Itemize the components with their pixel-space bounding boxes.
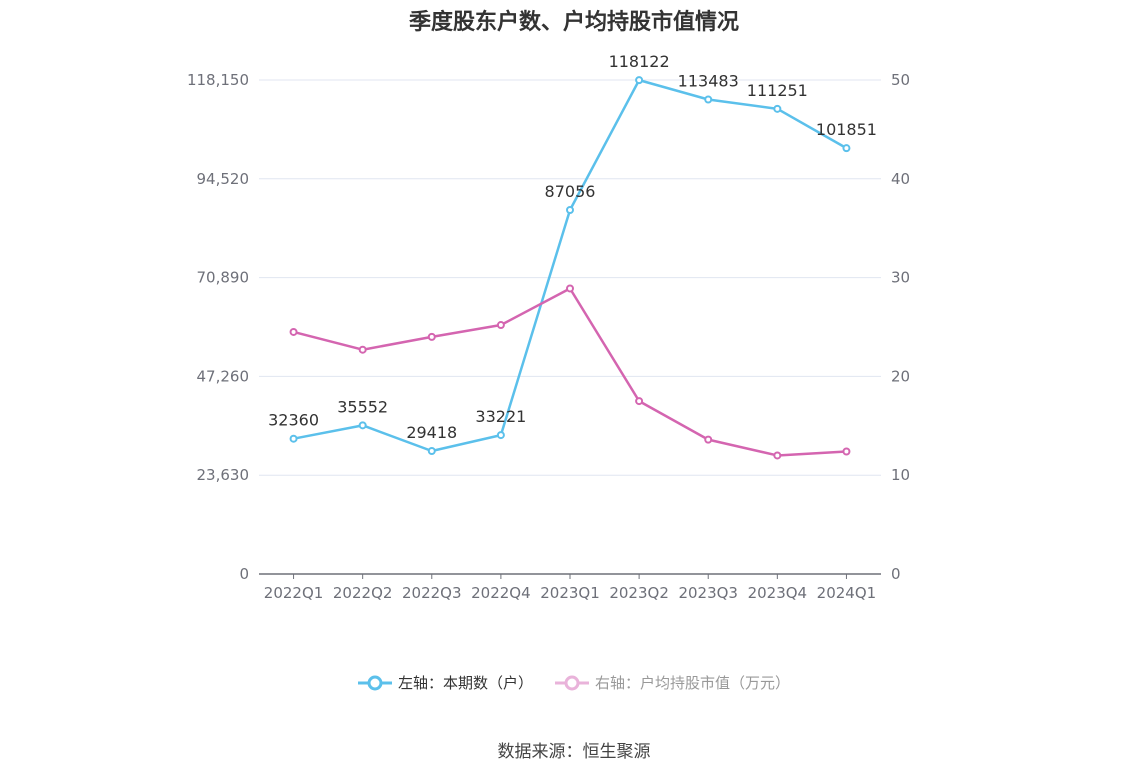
data-source: 数据来源：恒生聚源 [497,742,651,762]
x-tick-label: 2022Q1 [264,584,324,602]
data-point[interactable] [773,104,782,113]
y-right-tick-label: 10 [891,466,910,484]
y-left-tick-label: 23,630 [197,466,250,484]
x-tick-label: 2023Q1 [540,584,600,602]
y-left-tick-label: 70,890 [197,269,250,287]
y-left-tick-label: 118,150 [187,71,249,89]
series-line-0 [293,78,848,453]
data-label: 101851 [816,120,877,139]
data-point[interactable] [842,144,851,153]
data-point[interactable] [289,434,298,443]
data-label: 32360 [268,411,319,430]
data-labels: 32360 35552 29418 33221 87056 118122 113483 111… [268,52,877,442]
data-label: 29418 [406,423,457,442]
y-right-tick-label: 0 [891,565,901,583]
data-point[interactable] [566,284,574,293]
data-point[interactable] [635,76,644,85]
x-tick-label: 2023Q4 [748,584,808,602]
y-right-tick-label: 20 [891,367,910,385]
data-label: 111251 [747,81,808,100]
data-point[interactable] [496,321,505,330]
series-lines [289,76,851,460]
x-tick-label: 2023Q2 [609,584,669,602]
y-right-tick-label: 40 [891,170,910,188]
y-left-tick-label: 47,260 [197,367,250,385]
data-point[interactable] [566,206,574,215]
legend-label-households: 左轴：本期数（户） [397,674,533,692]
x-tick-label: 2023Q3 [678,584,738,602]
y-right-tick-label: 50 [891,71,910,89]
y-right-tick-label: 30 [891,269,910,287]
data-point[interactable] [358,345,367,354]
data-point[interactable] [704,435,713,444]
x-tick-label: 2024Q1 [817,584,877,602]
x-tick-label: 2022Q4 [471,584,531,602]
data-label: 33221 [475,407,526,426]
y-left-tick-label: 0 [239,565,249,583]
data-point[interactable] [289,327,298,336]
data-label: 118122 [609,52,670,71]
data-point[interactable] [704,95,713,104]
legend: 左轴：本期数（户） 右轴：户均持股市值（万元） [0,672,1148,693]
data-label: 35552 [337,397,388,416]
data-point[interactable] [427,446,436,455]
data-label: 113483 [678,72,739,91]
data-point[interactable] [842,447,851,456]
grid-lines [259,79,881,476]
legend-line-marker-icon [357,675,392,690]
legend-line-marker-icon [555,675,589,690]
data-label: 87056 [545,182,596,201]
legend-item-households[interactable]: 左轴：本期数（户） [357,672,533,693]
y-left-tick-label: 94,520 [197,170,250,188]
data-point[interactable] [635,397,644,406]
x-tick-label: 2022Q3 [402,584,462,602]
data-point[interactable] [773,451,782,460]
axes: 0 0 23,630 10 47,260 20 70,890 30 94,520 40 118,15… [187,71,910,602]
legend-item-avg-holding-value[interactable]: 右轴：户均持股市值（万元） [555,672,790,693]
legend-label-avg-holding-value: 右轴：户均持股市值（万元） [595,674,791,692]
data-point[interactable] [496,431,505,440]
data-point[interactable] [358,421,367,430]
x-tick-label: 2022Q2 [333,584,393,602]
data-point[interactable] [427,332,436,341]
chart-title: 季度股东户数、户均持股市值情况 [408,10,739,35]
